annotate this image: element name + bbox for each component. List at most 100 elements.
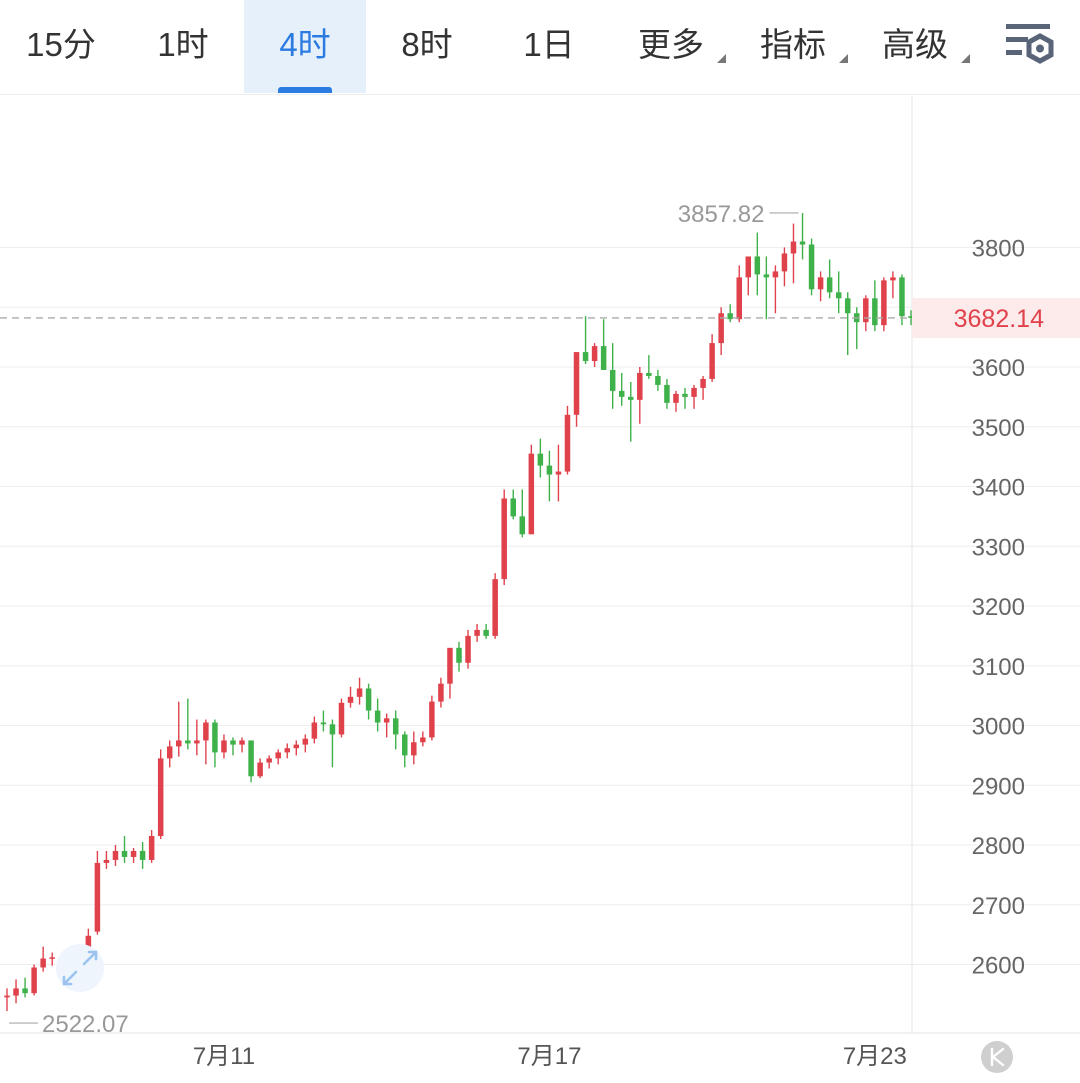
tab-label: 指标	[760, 26, 826, 63]
candle-body	[438, 683, 444, 702]
tab-15min[interactable]: 15分	[0, 0, 122, 93]
candle-body	[799, 241, 806, 245]
expand-icon	[56, 944, 104, 992]
candle-body	[374, 710, 381, 723]
y-tick-label: 3800	[972, 236, 1025, 263]
candle-body	[483, 629, 489, 636]
tab-advanced[interactable]: 高级	[854, 0, 976, 93]
candle-body	[194, 740, 200, 744]
k-glyph	[990, 1047, 1005, 1067]
candle-body	[600, 346, 607, 370]
candle-body	[474, 629, 480, 636]
tab-4h[interactable]: 4时	[244, 0, 366, 93]
candle-body	[772, 271, 779, 278]
candle-body	[835, 292, 842, 299]
tab-label: 8时	[401, 26, 453, 63]
candle-body	[745, 256, 752, 278]
y-tick-label: 3300	[972, 534, 1025, 561]
candle-body	[392, 718, 399, 735]
candle-body	[582, 352, 589, 362]
candle-body	[727, 313, 733, 320]
candle-body	[682, 393, 688, 397]
expand-arrow	[87, 950, 98, 961]
tab-label: 15分	[26, 26, 96, 63]
candle-body	[4, 995, 10, 998]
expand-arrow	[62, 975, 73, 986]
candle-body	[447, 647, 453, 684]
kline-toggle-bg	[981, 1041, 1013, 1073]
candle-body	[628, 396, 634, 400]
candle-body	[157, 758, 164, 837]
tab-label: 高级	[882, 26, 948, 63]
active-tab-indicator	[278, 87, 332, 93]
dropdown-caret-icon	[839, 54, 848, 63]
candle-body	[817, 277, 824, 290]
candle-body	[139, 850, 146, 860]
candle-body	[673, 393, 679, 403]
candle-body	[700, 378, 706, 388]
chart-settings-button[interactable]	[1000, 18, 1060, 74]
tab-more[interactable]: 更多	[610, 0, 732, 93]
tab-1d[interactable]: 1日	[488, 0, 610, 93]
tab-indicators[interactable]: 指标	[732, 0, 854, 93]
candle-body	[546, 465, 553, 475]
candle-body	[148, 836, 155, 860]
candle-body	[618, 390, 625, 397]
y-tick-label: 3400	[972, 475, 1025, 502]
candle-body	[49, 957, 55, 959]
candle-body	[356, 688, 363, 697]
candle-body	[329, 724, 336, 735]
candle-body	[402, 734, 408, 756]
y-tick-label: 2600	[972, 953, 1025, 980]
y-tick-label: 3000	[972, 714, 1025, 741]
x-tick-label: 7月23	[843, 1043, 907, 1070]
candle-body	[383, 718, 390, 723]
candle-body	[564, 414, 571, 472]
candle-body	[881, 280, 887, 326]
candle-body	[872, 298, 878, 326]
candle-body	[94, 862, 101, 932]
candle-body	[637, 372, 643, 400]
candle-body	[646, 372, 652, 376]
candle-body	[257, 762, 263, 777]
candle-body	[420, 737, 426, 743]
candle-body	[863, 298, 869, 323]
tab-8h[interactable]: 8时	[366, 0, 488, 93]
candle-body	[555, 471, 562, 475]
candle-body	[709, 343, 715, 379]
tab-label: 1时	[157, 26, 209, 63]
candle-body	[13, 988, 19, 996]
last-price-tag	[912, 297, 1080, 338]
candle-body	[492, 579, 498, 636]
candle-body	[103, 859, 110, 863]
candle-body	[655, 375, 661, 385]
candle-body	[176, 740, 182, 747]
candle-body	[275, 752, 281, 759]
candle-body	[826, 277, 833, 293]
tab-label: 4时	[279, 26, 331, 63]
candle-body	[890, 277, 896, 281]
candle-body	[365, 688, 372, 711]
candle-body	[266, 758, 272, 763]
dropdown-caret-icon	[717, 54, 726, 63]
chart-settings-icon	[1006, 24, 1054, 64]
candle-body	[528, 453, 535, 535]
candle-body	[573, 352, 580, 415]
candle-body	[302, 738, 309, 745]
candle-body	[411, 742, 417, 756]
max-price-label: 3857.82	[678, 201, 765, 228]
candle-body	[112, 850, 119, 860]
candle-body	[429, 701, 435, 738]
tab-1h[interactable]: 1时	[122, 0, 244, 93]
x-tick-label: 7月17	[517, 1043, 581, 1070]
candle-body	[763, 274, 770, 278]
candle-body	[221, 740, 227, 753]
candle-body	[311, 722, 318, 739]
y-tick-label: 2800	[972, 833, 1025, 860]
candle-body	[347, 696, 354, 703]
expand-arrow	[82, 950, 98, 966]
dropdown-caret-icon	[961, 54, 970, 63]
candle-body	[908, 316, 914, 318]
y-tick-label: 3600	[972, 355, 1025, 382]
